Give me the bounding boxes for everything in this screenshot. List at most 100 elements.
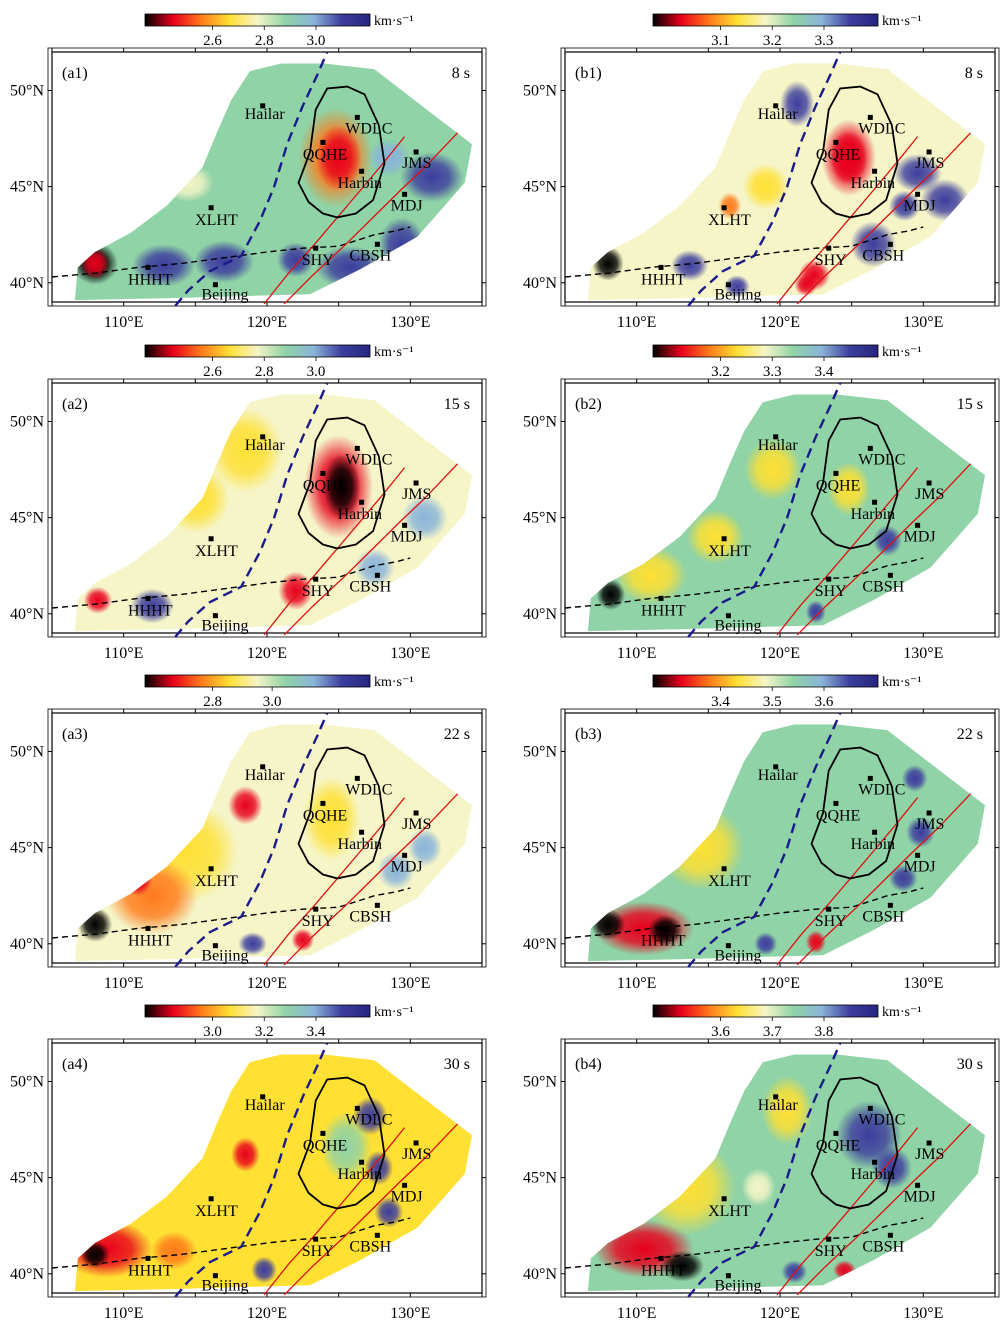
station-marker (354, 445, 360, 451)
lat-tick-label: 45°N (10, 179, 44, 196)
fault-line (283, 132, 459, 305)
station-label: HHHT (128, 602, 173, 619)
station-marker (658, 925, 664, 931)
map-panel: 3.4 3.5 3.6 km·s⁻¹ 50°N 45°N 40°N 110°E 120°E 130… (523, 674, 1000, 992)
boundary-dashed-line (51, 1217, 411, 1269)
velocity-anomaly (871, 1146, 912, 1190)
station-label: QQHE (816, 1137, 860, 1154)
station-label: SHY (302, 583, 334, 600)
period-label: 8 s (452, 65, 470, 82)
fault-line (796, 1123, 972, 1296)
map-panel: 2.6 2.8 3.0 km·s⁻¹ 50°N 45°N 40°N 110°E 120°E 130… (10, 344, 487, 662)
velocity-anomaly (754, 932, 778, 956)
station-label: SHY (815, 583, 847, 600)
lat-tick-label: 45°N (523, 510, 557, 527)
lon-tick-label: 110°E (104, 314, 144, 331)
station-marker (867, 1105, 873, 1111)
station-label: HHHT (641, 932, 686, 949)
velocity-field (587, 394, 985, 632)
panel-label: (b4) (575, 1056, 602, 1073)
lon-tick-label: 120°E (247, 1305, 287, 1322)
station-label: MDJ (391, 1188, 423, 1205)
gravity-lineament (174, 1042, 329, 1298)
lon-tick-label: 110°E (104, 975, 144, 992)
station-marker (320, 800, 326, 806)
station-marker (872, 1159, 878, 1165)
station-label: Hailar (758, 767, 799, 784)
station-label: XLHT (195, 543, 238, 560)
colorbar-tick-label: 3.6 (815, 694, 834, 710)
velocity-anomaly (592, 246, 624, 281)
station-label: QQHE (303, 1137, 347, 1154)
map-panel: 2.6 2.8 3.0 km·s⁻¹ 50°N 45°N 40°N 110°E 120°E 130… (10, 13, 487, 331)
velocity-anomaly (893, 153, 942, 193)
station-label: HHHT (128, 271, 173, 288)
station-label: MDJ (391, 197, 423, 214)
station-label: HHHT (641, 271, 686, 288)
fault-line (283, 793, 459, 966)
station-label: JMS (402, 486, 431, 503)
velocity-anomaly (291, 928, 315, 952)
lon-tick-label: 130°E (903, 645, 943, 662)
station-marker (402, 522, 408, 528)
velocity-anomaly (160, 463, 230, 533)
map-panel: 3.2 3.3 3.4 km·s⁻¹ 50°N 45°N 40°N 110°E 120°E 130… (523, 344, 1000, 662)
velocity-anomaly (744, 438, 802, 501)
station-label: CBSH (862, 247, 904, 264)
station-label: Harbin (851, 836, 895, 853)
station-label: Harbin (851, 175, 895, 192)
station-marker (212, 282, 218, 288)
velocity-anomaly (193, 240, 255, 283)
velocity-anomaly (833, 1260, 856, 1280)
station-label: SHY (302, 252, 334, 269)
station-label: Beijing (201, 1278, 248, 1295)
station-label: XLHT (195, 212, 238, 229)
station-marker (374, 241, 380, 247)
station-marker (926, 149, 932, 155)
station-label: Harbin (851, 506, 895, 523)
lat-tick-label: 40°N (523, 606, 557, 623)
lat-tick-label: 40°N (523, 1266, 557, 1283)
station-label: HHHT (128, 1262, 173, 1279)
station-marker (926, 1140, 932, 1146)
velocity-anomaly (322, 454, 361, 520)
station-marker (359, 499, 365, 505)
station-marker (208, 866, 214, 872)
colorbar-unit-label: km·s⁻¹ (374, 345, 414, 360)
station-label: Hailar (758, 437, 799, 454)
station-marker (145, 1255, 151, 1261)
velocity-field (74, 63, 473, 301)
station-label: Harbin (851, 1166, 895, 1183)
lon-tick-label: 120°E (760, 975, 800, 992)
gravity-lineament (174, 51, 329, 307)
lat-tick-label: 50°N (10, 413, 44, 430)
colorbar-tick-label: 3.1 (711, 33, 730, 49)
velocity-anomaly (364, 1150, 394, 1186)
lon-tick-label: 120°E (247, 975, 287, 992)
station-label: CBSH (862, 578, 904, 595)
station-marker (826, 906, 832, 912)
lon-tick-label: 130°E (390, 314, 430, 331)
station-marker (212, 613, 218, 619)
station-marker (374, 572, 380, 578)
station-label: Hailar (758, 1097, 799, 1114)
lon-tick-label: 110°E (104, 645, 144, 662)
velocity-field (74, 1054, 473, 1292)
velocity-anomaly (251, 1256, 278, 1284)
station-label: QQHE (303, 146, 347, 163)
station-label: CBSH (349, 247, 391, 264)
boundary-dashed-line (564, 1217, 924, 1269)
velocity-anomaly (901, 764, 928, 792)
velocity-anomaly (302, 776, 361, 862)
station-marker (260, 434, 266, 440)
station-marker (320, 470, 326, 476)
colorbar-tick-label: 3.6 (711, 1024, 730, 1040)
station-marker (208, 1196, 214, 1202)
station-label: Beijing (714, 948, 761, 965)
station-marker (826, 1236, 832, 1242)
lon-tick-label: 130°E (903, 1305, 943, 1322)
station-marker (887, 572, 893, 578)
station-marker (773, 434, 779, 440)
station-marker (826, 576, 832, 582)
station-marker (887, 1232, 893, 1238)
